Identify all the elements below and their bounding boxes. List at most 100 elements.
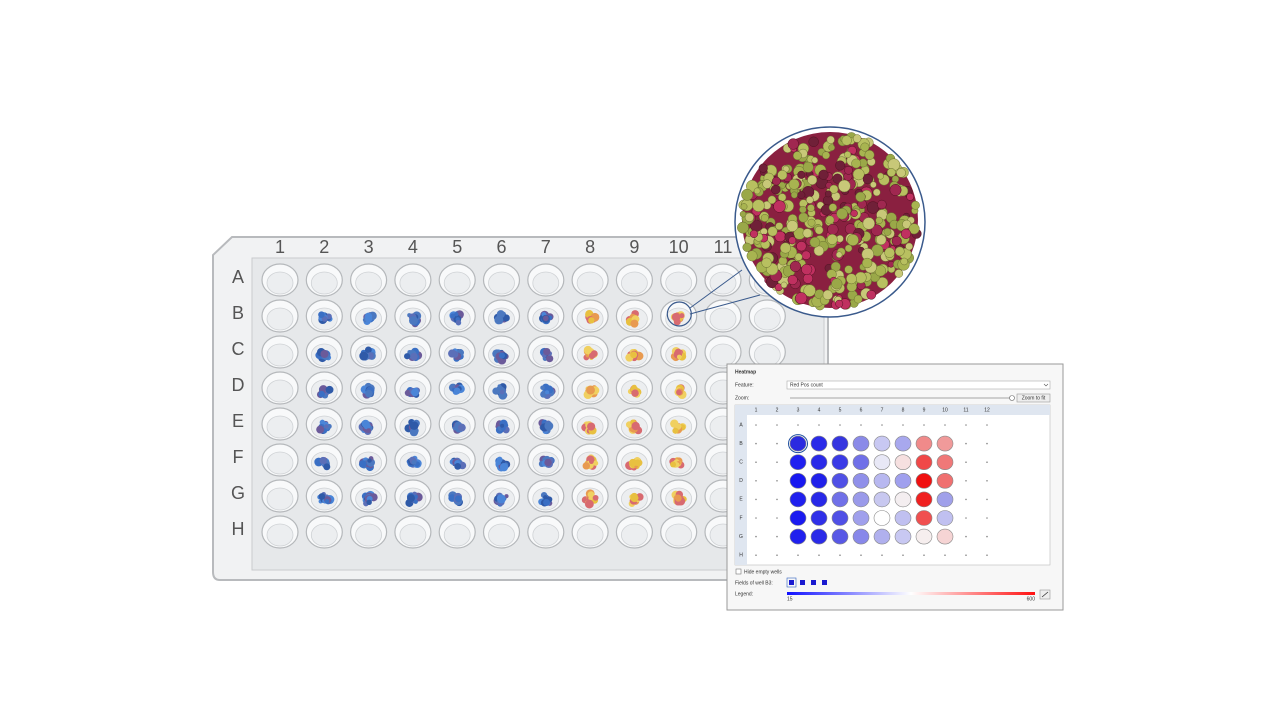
plate-well-inner bbox=[532, 523, 560, 547]
heatmap-well[interactable] bbox=[894, 454, 912, 471]
heatmap-well[interactable] bbox=[936, 472, 954, 489]
organoid-cell bbox=[883, 228, 892, 236]
feature-value[interactable]: Red Pos count bbox=[790, 382, 823, 388]
organoid-cell bbox=[835, 160, 846, 171]
organoid-cell bbox=[876, 276, 889, 289]
heatmap-well[interactable] bbox=[852, 454, 870, 471]
organoid-cell bbox=[911, 200, 920, 210]
heatmap-well[interactable] bbox=[936, 528, 954, 545]
heatmap-well[interactable] bbox=[852, 435, 870, 452]
heatmap-well[interactable] bbox=[873, 491, 891, 508]
heatmap-well[interactable] bbox=[852, 472, 870, 489]
heatmap-well[interactable] bbox=[852, 510, 870, 526]
zoom-label: Zoom: bbox=[735, 395, 749, 401]
heatmap-well[interactable] bbox=[873, 510, 891, 526]
heatmap-well[interactable] bbox=[936, 454, 954, 471]
plate-column-label: 9 bbox=[629, 237, 639, 257]
heatmap-well[interactable] bbox=[873, 472, 891, 489]
heatmap-well[interactable] bbox=[789, 435, 807, 452]
heatmap-well[interactable] bbox=[831, 510, 849, 526]
heatmap-well[interactable] bbox=[936, 510, 954, 526]
heatmap-well[interactable] bbox=[789, 472, 807, 489]
heatmap-well[interactable] bbox=[915, 472, 933, 489]
heatmap-well[interactable] bbox=[873, 435, 891, 452]
organoid-cell bbox=[813, 245, 825, 257]
organoid bbox=[628, 492, 644, 507]
heatmap-well[interactable] bbox=[852, 528, 870, 545]
dropdown-arrow[interactable] bbox=[1043, 383, 1049, 387]
field-selected[interactable] bbox=[786, 577, 797, 588]
organoid bbox=[540, 383, 556, 400]
heatmap-well[interactable] bbox=[894, 435, 912, 452]
organoid-cell bbox=[835, 251, 843, 258]
heatmap-well[interactable] bbox=[936, 491, 954, 508]
heatmap-well[interactable] bbox=[810, 454, 828, 471]
organoid bbox=[670, 311, 685, 326]
organoid-cell bbox=[900, 257, 908, 266]
plate-well-inner bbox=[576, 523, 604, 547]
heatmap-well[interactable] bbox=[789, 510, 807, 526]
heatmap-well[interactable] bbox=[831, 435, 849, 452]
heatmap-well[interactable] bbox=[894, 528, 912, 545]
feature-dropdown[interactable] bbox=[786, 380, 1051, 390]
heatmap-well[interactable] bbox=[810, 528, 828, 545]
organoid-cell bbox=[583, 345, 593, 355]
organoid-cell bbox=[852, 168, 865, 181]
zoom-to-fit-button[interactable] bbox=[1016, 393, 1051, 403]
organoid-cell bbox=[877, 199, 887, 210]
organoid-cell bbox=[318, 390, 325, 398]
organoid-cell bbox=[789, 260, 801, 272]
heatmap-well[interactable] bbox=[810, 491, 828, 508]
heatmap-column-label: 7 bbox=[881, 407, 884, 413]
heatmap-well[interactable] bbox=[810, 472, 828, 489]
heatmap-well[interactable] bbox=[873, 528, 891, 545]
pen-icon[interactable] bbox=[1041, 591, 1049, 598]
heatmap-well[interactable] bbox=[915, 510, 933, 526]
field[interactable] bbox=[822, 580, 827, 585]
zoom-to-fit-text[interactable]: Zoom to fit bbox=[1022, 395, 1046, 401]
organoid bbox=[449, 310, 464, 326]
heatmap-row-label: E bbox=[739, 497, 743, 503]
heatmap-well[interactable] bbox=[894, 510, 912, 526]
heatmap-well[interactable] bbox=[810, 510, 828, 526]
organoid bbox=[449, 457, 467, 470]
heatmap-well[interactable] bbox=[789, 528, 807, 545]
plate-column-label: 2 bbox=[319, 237, 329, 257]
field[interactable] bbox=[811, 580, 816, 585]
zoom-slider-thumb[interactable] bbox=[1009, 395, 1015, 401]
organoid-cell bbox=[818, 169, 829, 180]
heatmap-well[interactable] bbox=[831, 528, 849, 545]
heatmap-column-label: 9 bbox=[923, 407, 926, 413]
organoid-cell bbox=[496, 494, 506, 504]
organoid-cell bbox=[366, 499, 372, 506]
heatmap-well[interactable] bbox=[831, 454, 849, 471]
heatmap-well[interactable] bbox=[915, 454, 933, 471]
empty-well bbox=[986, 442, 988, 445]
grid-row-header bbox=[735, 415, 747, 565]
hide-empty-label[interactable]: Hide empty wells bbox=[744, 569, 782, 575]
plate-well-inner bbox=[665, 271, 693, 295]
heatmap-well[interactable] bbox=[894, 472, 912, 489]
heatmap-well[interactable] bbox=[831, 491, 849, 508]
hide-empty-checkbox[interactable] bbox=[735, 568, 742, 575]
heatmap-well[interactable] bbox=[873, 454, 891, 471]
organoid-cell bbox=[499, 389, 505, 395]
organoid-cell bbox=[854, 271, 867, 284]
heatmap-well[interactable] bbox=[831, 472, 849, 489]
organoid-cell bbox=[407, 494, 415, 503]
heatmap-well[interactable] bbox=[915, 491, 933, 508]
heatmap-well[interactable] bbox=[936, 435, 954, 452]
organoid-cell bbox=[359, 351, 369, 361]
heatmap-column-label: 4 bbox=[818, 407, 821, 413]
heatmap-well[interactable] bbox=[852, 491, 870, 508]
heatmap-well[interactable] bbox=[915, 528, 933, 545]
heatmap-well[interactable] bbox=[789, 454, 807, 471]
field[interactable] bbox=[789, 580, 794, 585]
legend-min: 15 bbox=[787, 596, 793, 602]
heatmap-well[interactable] bbox=[810, 435, 828, 452]
heatmap-well[interactable] bbox=[894, 491, 912, 508]
organoid-cell bbox=[404, 353, 411, 360]
heatmap-well[interactable] bbox=[915, 435, 933, 452]
heatmap-well[interactable] bbox=[789, 491, 807, 508]
field[interactable] bbox=[800, 580, 805, 585]
